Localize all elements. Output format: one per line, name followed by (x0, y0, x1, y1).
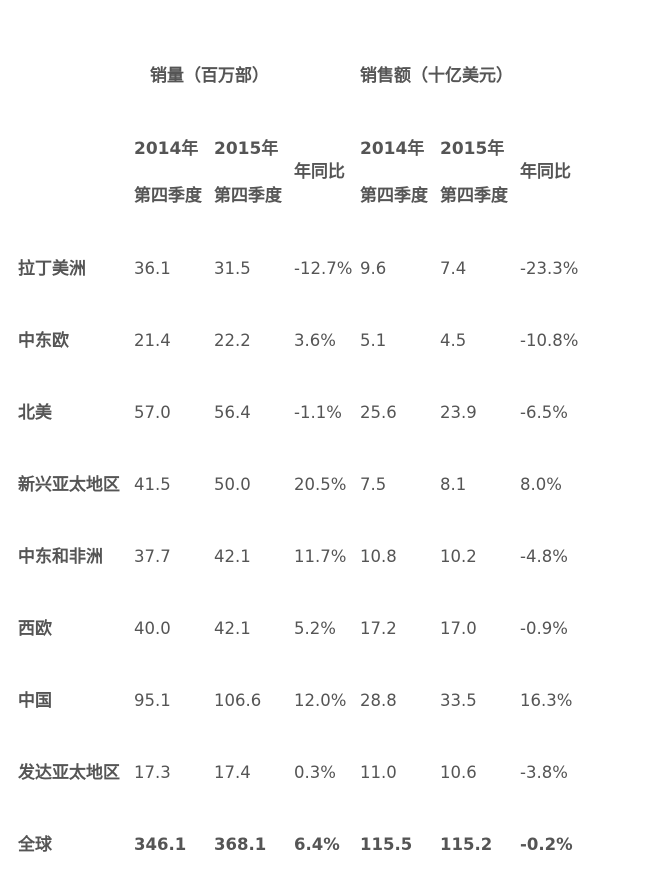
col-units-2015-quarter: 第四季度 (214, 186, 282, 206)
units-2015-cell: 22.2 (214, 331, 251, 350)
revenue-yoy-cell: -0.9% (520, 619, 568, 638)
revenue-2014-cell: 7.5 (360, 475, 387, 494)
units-yoy-cell: 6.4% (294, 835, 340, 854)
region-label: 中东和非洲 (18, 547, 103, 567)
revenue-yoy-cell: -10.8% (520, 331, 579, 350)
revenue-2015-cell: 7.4 (440, 259, 467, 278)
units-2015-cell: 56.4 (214, 403, 251, 422)
revenue-2014-cell: 5.1 (360, 331, 387, 350)
units-2014-cell: 36.1 (134, 259, 171, 278)
col-units-yoy: 年同比 (294, 162, 345, 182)
revenue-2015-cell: 8.1 (440, 475, 467, 494)
units-2015-cell: 31.5 (214, 259, 251, 278)
revenue-2015-cell: 23.9 (440, 403, 477, 422)
units-yoy-cell: 0.3% (294, 763, 336, 782)
col-revenue-2015-quarter: 第四季度 (440, 186, 508, 206)
region-label: 全球 (18, 835, 52, 855)
revenue-2014-cell: 17.2 (360, 619, 397, 638)
units-yoy-cell: -12.7% (294, 259, 353, 278)
units-yoy-cell: -1.1% (294, 403, 342, 422)
revenue-2014-cell: 10.8 (360, 547, 397, 566)
revenue-2014-cell: 11.0 (360, 763, 397, 782)
revenue-2015-cell: 4.5 (440, 331, 467, 350)
revenue-yoy-cell: -0.2% (520, 835, 573, 854)
col-units-2014-quarter: 第四季度 (134, 186, 202, 206)
col-revenue-2014-year: 2014年 (360, 139, 425, 159)
revenue-yoy-cell: -23.3% (520, 259, 579, 278)
col-revenue-2015-year: 2015年 (440, 139, 505, 159)
units-yoy-cell: 3.6% (294, 331, 336, 350)
units-2015-cell: 50.0 (214, 475, 251, 494)
units-2014-cell: 346.1 (134, 835, 187, 854)
col-units-2015-year: 2015年 (214, 139, 279, 159)
units-2014-cell: 37.7 (134, 547, 171, 566)
revenue-2015-cell: 17.0 (440, 619, 477, 638)
units-2015-cell: 42.1 (214, 547, 251, 566)
units-group-header: 销量（百万部） (150, 66, 269, 86)
region-label: 发达亚太地区 (18, 763, 120, 783)
units-yoy-cell: 12.0% (294, 691, 347, 710)
region-label: 西欧 (18, 619, 52, 639)
revenue-2015-cell: 115.2 (440, 835, 493, 854)
region-label: 新兴亚太地区 (18, 475, 120, 495)
revenue-2015-cell: 10.6 (440, 763, 477, 782)
revenue-yoy-cell: 16.3% (520, 691, 573, 710)
revenue-2014-cell: 25.6 (360, 403, 397, 422)
units-yoy-cell: 5.2% (294, 619, 336, 638)
units-2014-cell: 40.0 (134, 619, 171, 638)
region-label: 中东欧 (18, 331, 69, 351)
units-2014-cell: 57.0 (134, 403, 171, 422)
region-label: 中国 (18, 691, 52, 711)
units-2014-cell: 95.1 (134, 691, 171, 710)
revenue-2014-cell: 28.8 (360, 691, 397, 710)
region-label: 北美 (18, 403, 52, 423)
units-2015-cell: 106.6 (214, 691, 262, 710)
revenue-2015-cell: 10.2 (440, 547, 477, 566)
units-yoy-cell: 20.5% (294, 475, 347, 494)
units-2014-cell: 41.5 (134, 475, 171, 494)
units-2015-cell: 368.1 (214, 835, 267, 854)
units-2014-cell: 21.4 (134, 331, 171, 350)
units-2015-cell: 42.1 (214, 619, 251, 638)
revenue-2015-cell: 33.5 (440, 691, 477, 710)
revenue-yoy-cell: -6.5% (520, 403, 568, 422)
revenue-2014-cell: 115.5 (360, 835, 413, 854)
units-yoy-cell: 11.7% (294, 547, 347, 566)
revenue-yoy-cell: -4.8% (520, 547, 568, 566)
revenue-yoy-cell: 8.0% (520, 475, 562, 494)
revenue-yoy-cell: -3.8% (520, 763, 568, 782)
revenue-2014-cell: 9.6 (360, 259, 387, 278)
units-2015-cell: 17.4 (214, 763, 251, 782)
region-label: 拉丁美洲 (18, 259, 86, 279)
units-2014-cell: 17.3 (134, 763, 171, 782)
col-revenue-2014-quarter: 第四季度 (360, 186, 428, 206)
revenue-group-header: 销售额（十亿美元） (360, 66, 513, 86)
col-revenue-yoy: 年同比 (520, 162, 571, 182)
col-units-2014-year: 2014年 (134, 139, 199, 159)
